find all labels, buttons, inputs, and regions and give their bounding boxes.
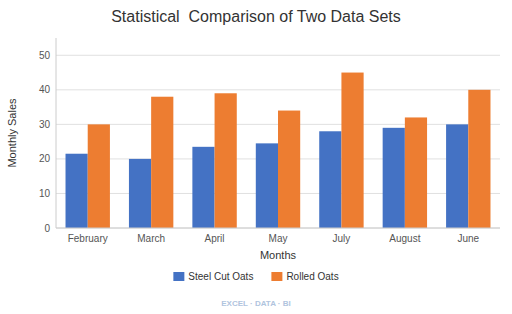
bar [129, 159, 151, 228]
bar [66, 154, 88, 228]
watermark: EXCEL · DATA · BI [221, 299, 290, 308]
x-axis-line [56, 228, 500, 229]
bar [151, 97, 173, 228]
y-axis-label: Monthly Sales [6, 98, 18, 168]
x-tick-label: August [389, 233, 420, 244]
bars [66, 73, 491, 228]
bar [88, 124, 110, 228]
legend: Steel Cut Oats Rolled Oats [173, 271, 338, 282]
grid-line [56, 55, 500, 56]
grid-line [56, 89, 500, 90]
bar [405, 117, 427, 228]
grid-line [56, 228, 500, 229]
x-tick-label: February [68, 233, 108, 244]
bar [215, 93, 237, 228]
y-tick-label: 20 [39, 153, 51, 164]
legend-label: Rolled Oats [286, 271, 338, 282]
bar [278, 111, 300, 228]
x-tick-label: May [269, 233, 288, 244]
bar [446, 124, 468, 228]
y-tick-label: 30 [39, 119, 51, 130]
bar [341, 73, 363, 228]
x-tick-label: April [205, 233, 225, 244]
x-tick-label: July [333, 233, 351, 244]
y-tick-label: 50 [39, 50, 51, 61]
y-tick-label: 10 [39, 188, 51, 199]
bar [319, 131, 341, 228]
chart: Statistical Comparison of Two Data Sets 0… [0, 0, 512, 314]
legend-swatch [173, 272, 184, 281]
y-axis-line [56, 38, 57, 228]
bar [383, 128, 405, 228]
bar [468, 90, 490, 228]
bar [256, 143, 278, 228]
x-tick-label: June [457, 233, 479, 244]
x-tick-label: March [137, 233, 165, 244]
y-tick-label: 0 [44, 223, 50, 234]
legend-label: Steel Cut Oats [188, 271, 253, 282]
x-axis-label: Months [260, 249, 297, 261]
title: Statistical Comparison of Two Data Sets [111, 8, 401, 25]
bar [192, 147, 214, 228]
y-tick-label: 40 [39, 84, 51, 95]
legend-swatch [271, 272, 282, 281]
